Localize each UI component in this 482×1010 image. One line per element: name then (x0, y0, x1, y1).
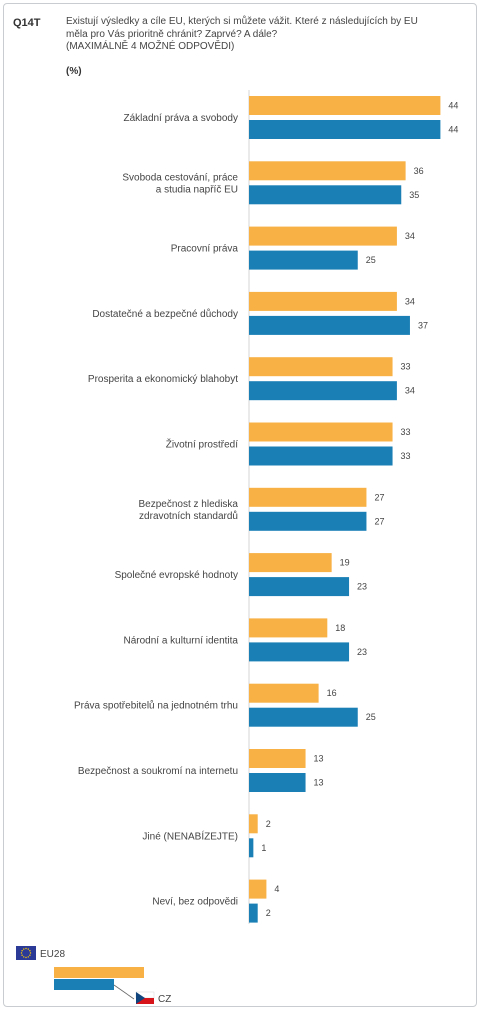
bar-eu28-1 (249, 161, 406, 181)
legend-connector (113, 984, 135, 1000)
value-label-cz-6: 27 (374, 516, 384, 526)
category-label-7: Společné evropské hodnoty (115, 570, 238, 581)
category-label-1: Svoboda cestování, práce a studia napříč … (122, 172, 238, 195)
value-label-cz-0: 44 (448, 125, 458, 135)
bar-cz-10 (249, 773, 306, 792)
bar-eu28-11 (249, 814, 258, 834)
bar-cz-0 (249, 120, 441, 139)
value-label-cz-9: 25 (366, 712, 376, 722)
value-label-cz-11: 1 (261, 843, 266, 853)
category-label-9: Práva spotřebitelů na jednotném trhu (74, 700, 238, 712)
question-code: Q14T (13, 17, 41, 29)
category-label-12: Neví, bez odpovědi (152, 897, 238, 908)
value-label-eu28-4: 33 (401, 362, 411, 372)
bar-eu28-4 (249, 357, 393, 377)
value-label-eu28-10: 13 (314, 754, 324, 764)
legend-cz-swatch (54, 979, 114, 990)
bar-eu28-12 (249, 879, 267, 899)
eu-star-2 (27, 956, 29, 958)
bar-cz-6 (249, 511, 367, 531)
value-label-eu28-11: 2 (266, 819, 271, 829)
value-label-cz-3: 37 (418, 320, 428, 330)
value-label-eu28-7: 19 (340, 558, 350, 568)
value-label-cz-4: 34 (405, 386, 415, 396)
question-text: Existují výsledky a cíle EU, kterých si … (66, 16, 418, 52)
eu-star-3 (25, 956, 27, 959)
value-label-eu28-8: 18 (335, 623, 345, 633)
category-label-6: Bezpečnost z hlediska zdravotních standar… (138, 499, 238, 522)
value-label-cz-1: 35 (409, 190, 419, 200)
value-label-eu28-2: 34 (405, 231, 415, 241)
unit-label: (%) (66, 66, 82, 77)
bar-eu28-7 (249, 553, 332, 573)
bar-eu28-8 (249, 618, 328, 638)
bar-cz-8 (249, 642, 350, 662)
category-label-4: Prosperita a ekonomický blahobyt (88, 374, 238, 385)
category-label-5: Životní prostředí (166, 438, 238, 451)
bar-cz-12 (249, 903, 258, 923)
eu-star-11 (29, 950, 31, 952)
eu-star-7 (21, 950, 23, 952)
bar-eu28-0 (249, 96, 441, 115)
cz-flag-icon (135, 991, 155, 1004)
eu-star-9 (25, 947, 27, 950)
eu-star-6 (20, 952, 23, 954)
legend: EU28 CZ (16, 946, 171, 1005)
bar-eu28-3 (249, 291, 397, 311)
eu-star-1 (29, 954, 31, 956)
eu-star-8 (23, 948, 25, 950)
legend-eu28-swatch (54, 967, 144, 978)
bars-group (249, 96, 441, 923)
category-label-0: Základní práva a svobody (123, 113, 238, 124)
bar-cz-5 (249, 446, 393, 466)
value-label-cz-12: 2 (266, 908, 271, 918)
category-label-2: Pracovní práva (171, 244, 239, 255)
eu-star-4 (23, 956, 25, 958)
category-label-10: Bezpečnost a soukromí na internetu (78, 766, 238, 777)
eu-stars (20, 947, 32, 959)
bar-eu28-10 (249, 749, 306, 768)
legend-cz-label: CZ (158, 994, 171, 1005)
category-label-8: Národní a kulturní identita (123, 635, 238, 646)
value-label-eu28-3: 34 (405, 296, 415, 306)
labels-group: 44 44 Základní práva a svobody 36 35 Svoboda … (74, 101, 458, 919)
value-label-cz-8: 23 (357, 647, 367, 657)
bar-cz-4 (249, 381, 397, 401)
value-label-cz-7: 23 (357, 582, 367, 592)
bar-eu28-5 (249, 422, 393, 442)
eu-star-5 (21, 954, 23, 956)
bar-eu28-6 (249, 487, 367, 507)
value-label-eu28-0: 44 (448, 101, 458, 111)
legend-eu28-label: EU28 (40, 949, 65, 960)
bar-cz-11 (249, 838, 254, 858)
bar-cz-7 (249, 577, 350, 597)
value-label-eu28-6: 27 (374, 492, 384, 502)
bar-eu28-9 (249, 683, 319, 703)
value-label-cz-2: 25 (366, 255, 376, 265)
bar-cz-2 (249, 250, 358, 270)
value-label-eu28-9: 16 (327, 688, 337, 698)
value-label-eu28-12: 4 (274, 884, 279, 894)
bar-eu28-2 (249, 226, 397, 246)
eu-star-0 (29, 952, 32, 954)
category-label-11: Jiné (NENABÍZEJTE) (142, 829, 238, 842)
category-label-3: Dostatečné a bezpečné důchody (92, 308, 238, 320)
eu-star-10 (27, 948, 29, 950)
value-label-cz-5: 33 (401, 451, 411, 461)
value-label-cz-10: 13 (314, 778, 324, 788)
value-label-eu28-5: 33 (401, 427, 411, 437)
bar-cz-1 (249, 185, 402, 205)
value-label-eu28-1: 36 (414, 166, 424, 176)
bar-cz-9 (249, 707, 358, 727)
eu-flag-icon (16, 946, 36, 960)
bar-cz-3 (249, 315, 410, 335)
